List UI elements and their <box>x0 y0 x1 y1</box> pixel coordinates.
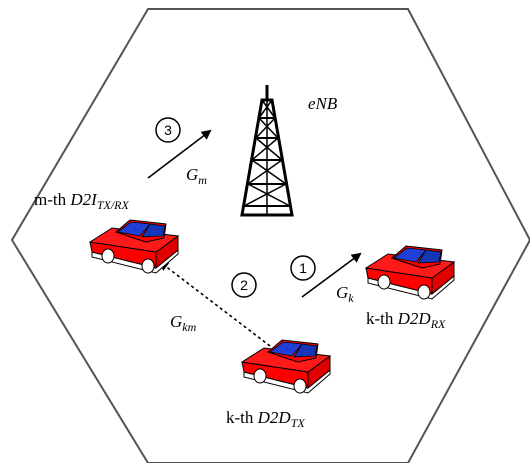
link-3-arrow <box>147 129 212 179</box>
link-1-arrow <box>301 252 362 298</box>
gain-m-label: Gm <box>186 165 207 187</box>
transmitter-label: k-th D2DTX <box>226 408 305 430</box>
step-1-badge: 1 <box>290 255 316 281</box>
gain-km-label: Gkm <box>170 312 197 334</box>
step-1-number: 1 <box>299 260 307 276</box>
step-2-number: 2 <box>240 277 248 293</box>
car-icon <box>89 219 179 274</box>
step-2-badge: 2 <box>231 272 257 298</box>
cell-tower-icon <box>240 85 294 217</box>
hexagon-cell-icon <box>10 8 530 463</box>
gain-k-label: Gk <box>336 283 354 305</box>
receiver-label: k-th D2DRX <box>366 309 446 331</box>
car-icon <box>365 245 455 300</box>
enb-label: eNB <box>308 94 338 113</box>
car-icon <box>241 339 331 394</box>
interferer-label: m-th D2ITX/RX <box>34 190 129 212</box>
link-2-arrow <box>158 260 271 347</box>
step-3-number: 3 <box>164 122 172 138</box>
step-3-badge: 3 <box>155 117 181 143</box>
